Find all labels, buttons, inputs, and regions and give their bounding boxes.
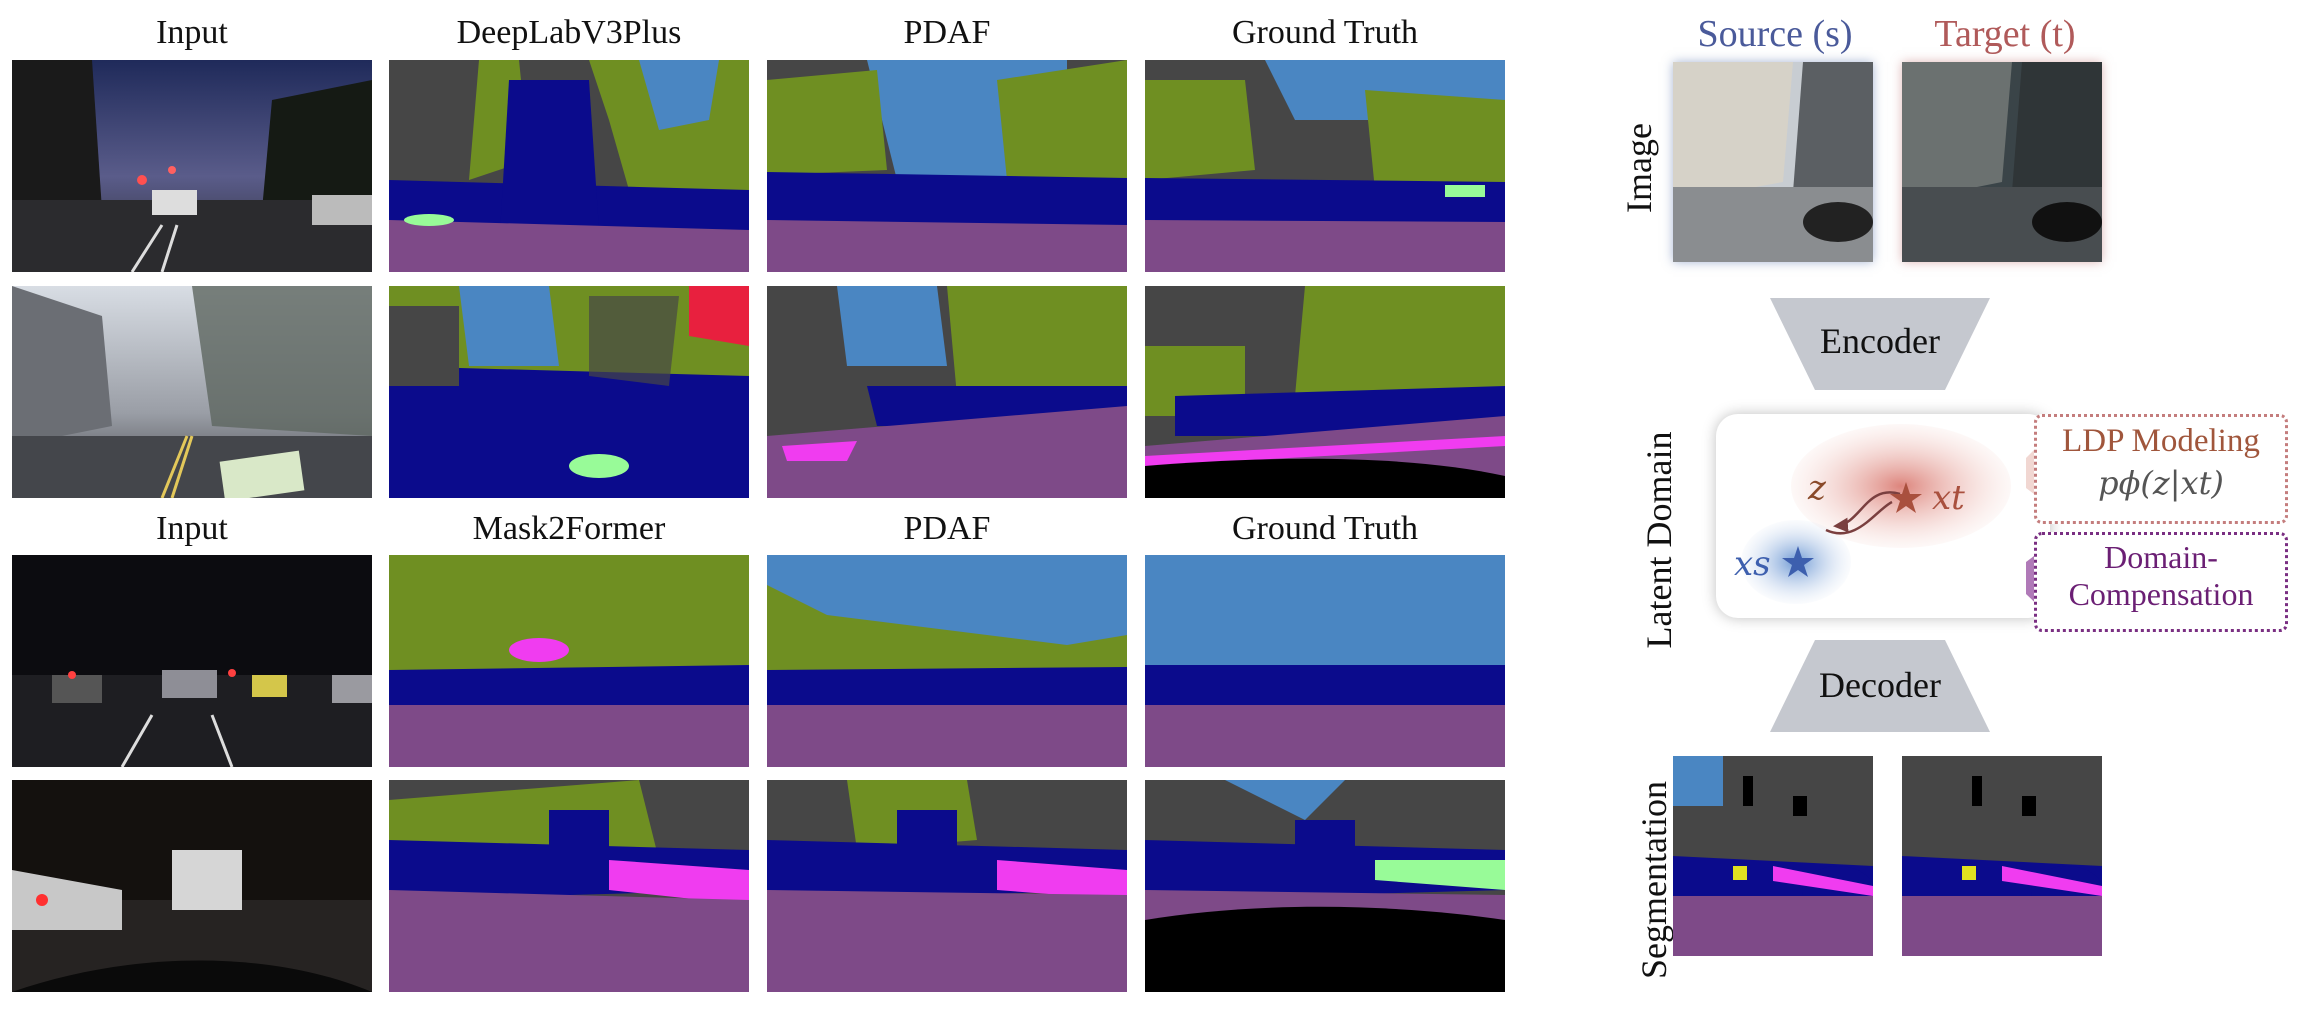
dc-line2: Compensation — [2068, 576, 2254, 612]
domain-compensation-box: Domain- Compensation — [2034, 532, 2288, 632]
seg-pdaf-row3 — [767, 555, 1127, 767]
decoder-label: Decoder — [1819, 665, 1941, 705]
seg-mask2former-row4 — [389, 780, 749, 992]
input-image-night-parking — [12, 780, 372, 992]
encoder-block — [1770, 298, 1990, 390]
target-label: Target (t) — [1934, 13, 2076, 55]
input-image-fog-street — [12, 286, 372, 498]
seg-gt-row2 — [1145, 286, 1505, 498]
header-mask2former: Mask2Former — [472, 510, 666, 547]
seg-gt-row3 — [1145, 555, 1505, 767]
ldp-title: LDP Modeling — [2062, 423, 2260, 459]
seg-deeplab-row2 — [389, 286, 749, 498]
seg-pdaf-row2 — [767, 286, 1127, 498]
seg-deeplab-row1 — [389, 60, 749, 272]
latent-domain-box — [1716, 414, 2050, 618]
input-image-dark-traffic — [12, 555, 372, 767]
source-label: Source (s) — [1697, 13, 1853, 55]
source-segmentation — [1673, 756, 1874, 956]
encoder-label: Encoder — [1820, 321, 1940, 361]
header-deeplab: DeepLabV3Plus — [456, 14, 682, 51]
header-gt-bottom: Ground Truth — [1231, 510, 1419, 547]
header-input-bottom: Input — [156, 510, 228, 547]
target-segmentation — [1902, 756, 2103, 956]
header-pdaf-bottom: PDAF — [903, 510, 991, 547]
source-image — [1673, 62, 1873, 262]
seg-mask2former-row3 — [389, 555, 749, 767]
header-pdaf-top: PDAF — [903, 14, 991, 51]
row-label-latent-domain: Latent Domain — [1639, 431, 1679, 649]
decoder-block — [1770, 640, 1990, 732]
seg-gt-row4 — [1145, 780, 1505, 992]
row-label-image: Image — [1619, 123, 1659, 213]
ldp-modeling-box: LDP Modeling pϕ(z|xt) — [2034, 414, 2288, 524]
latent-xt-label: xt — [1932, 478, 1965, 518]
dc-line1: Domain- — [2104, 539, 2218, 575]
target-image — [1902, 62, 2102, 262]
seg-pdaf-row4 — [767, 780, 1127, 992]
input-image-night-street — [12, 60, 372, 272]
header-input-top: Input — [156, 14, 228, 51]
header-gt-top: Ground Truth — [1231, 14, 1419, 51]
seg-pdaf-row1 — [767, 60, 1127, 272]
ldp-formula: pϕ(z|xt) — [2098, 464, 2224, 502]
row-label-segmentation: Segmentation — [1634, 781, 1674, 979]
latent-xs-label: xs — [1734, 544, 1771, 584]
latent-z-label: z — [1808, 468, 1826, 508]
seg-gt-row1 — [1145, 60, 1505, 272]
